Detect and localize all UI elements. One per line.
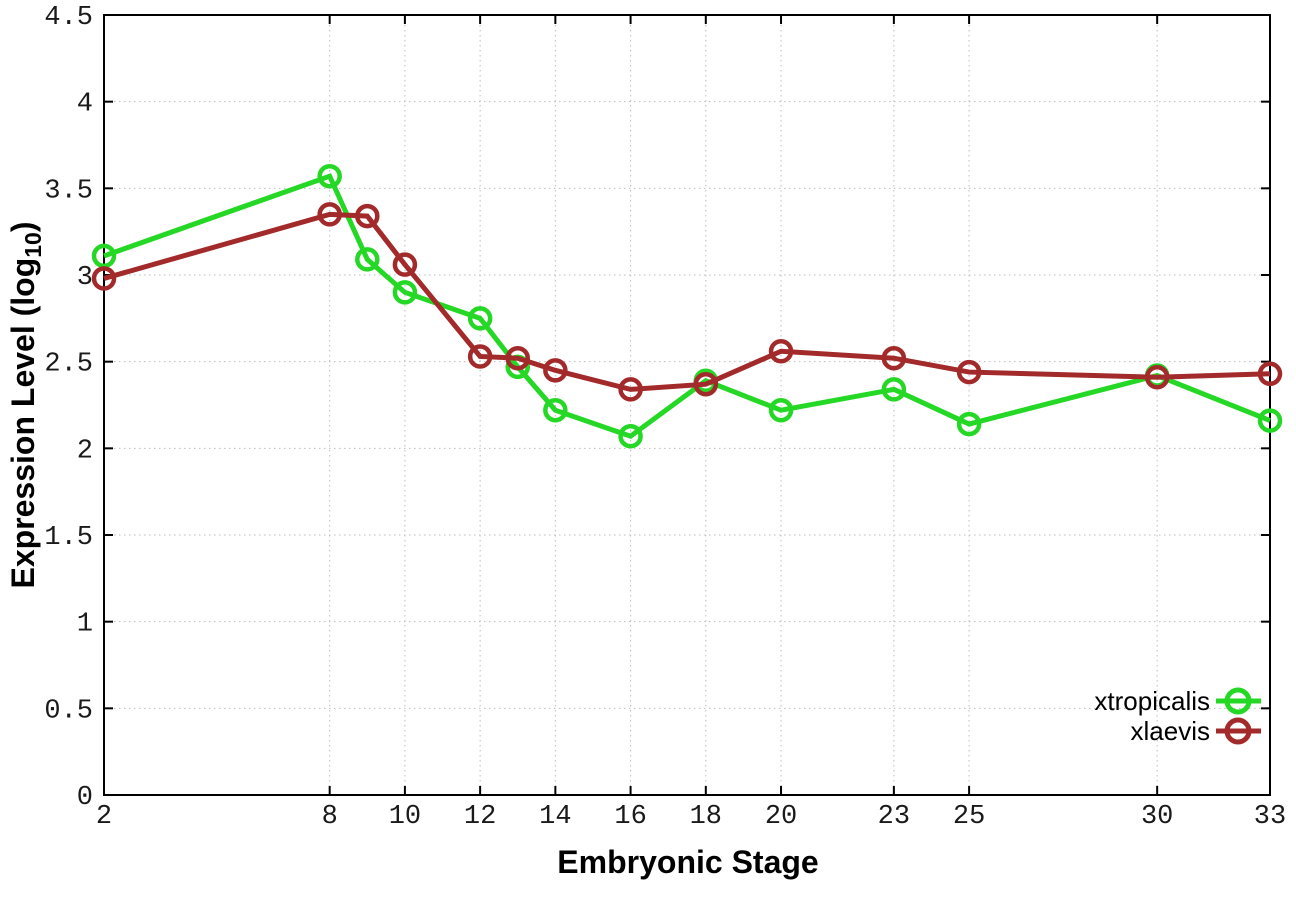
data-point-xlaevis [693, 371, 719, 397]
y-tick-label: 3 [77, 263, 93, 293]
data-point-xtropicalis [91, 243, 117, 269]
y-tick-label: 3.5 [44, 176, 93, 206]
data-point-xlaevis [91, 266, 117, 291]
data-point-xtropicalis [881, 377, 907, 402]
x-axis-title: Embryonic Stage [557, 844, 818, 880]
data-point-xlaevis [355, 203, 380, 229]
data-point-xlaevis [618, 377, 643, 402]
data-point-xlaevis [768, 339, 794, 364]
legend: xtropicalis xlaevis [1094, 686, 1261, 746]
data-point-xlaevis [543, 358, 568, 383]
y-tick-label: 4.5 [44, 3, 93, 33]
y-tick-label: 1.5 [44, 523, 93, 553]
data-point-xlaevis [392, 252, 418, 277]
x-tick-label: 18 [690, 802, 722, 832]
data-point-xtropicalis [956, 411, 982, 437]
legend-label-xtropicalis: xtropicalis [1094, 686, 1210, 716]
data-point-xtropicalis [1257, 408, 1283, 433]
plot-border [103, 14, 1271, 796]
y-axis-title-subscript: 10 [20, 232, 46, 258]
data-point-xlaevis [1144, 365, 1170, 390]
series-line-xtropicalis [103, 173, 1271, 439]
axis-ticks [103, 14, 1271, 796]
x-tick-label: 2 [96, 802, 112, 832]
x-tick-label: 12 [464, 802, 496, 832]
x-tick-label: 25 [953, 802, 985, 832]
tick-labels: 2 8 10 12 14 16 18 20 23 25 30 33 0 0.5 1 1.5 2 2.5 3 3.5 4 4… [44, 3, 1286, 832]
x-tick-label: 8 [322, 802, 338, 832]
y-tick-label: 0.5 [44, 696, 93, 726]
data-point-xlaevis [467, 344, 493, 369]
series-line-xlaevis [103, 211, 1271, 392]
y-axis-title-end: ) [5, 221, 41, 232]
y-axis-title: Expression Level (log10) [5, 221, 46, 588]
x-tick-label: 33 [1254, 802, 1286, 832]
data-point-xtropicalis [467, 306, 493, 331]
legend-sample-marker-xtropicalis [1224, 687, 1252, 715]
legend-label-xlaevis: xlaevis [1131, 716, 1210, 746]
x-tick-label: 30 [1141, 802, 1173, 832]
data-point-xtropicalis [768, 397, 794, 423]
legend-markers [1216, 687, 1261, 745]
x-tick-label: 20 [765, 802, 797, 832]
data-point-xtropicalis [355, 247, 380, 272]
gridlines [103, 14, 1271, 796]
data-series [91, 163, 1283, 449]
data-point-xlaevis [881, 345, 907, 371]
y-tick-label: 2 [77, 436, 93, 466]
x-tick-label: 23 [878, 802, 910, 832]
y-tick-label: 1 [77, 610, 93, 640]
data-point-xlaevis [1257, 361, 1283, 387]
data-point-xtropicalis [317, 163, 342, 189]
x-tick-label: 16 [614, 802, 646, 832]
data-point-xtropicalis [392, 280, 418, 305]
data-point-xtropicalis [543, 397, 568, 423]
x-tick-label: 14 [539, 802, 571, 832]
data-point-xtropicalis [618, 423, 643, 449]
y-tick-label: 0 [77, 783, 93, 813]
data-point-xlaevis [505, 345, 530, 371]
legend-sample-marker-xlaevis [1224, 717, 1252, 745]
y-tick-label: 4 [77, 90, 93, 120]
x-tick-label: 10 [389, 802, 421, 832]
data-point-xlaevis [317, 202, 342, 227]
y-tick-label: 2.5 [44, 350, 93, 380]
data-point-xlaevis [956, 359, 982, 385]
y-axis-title-main: Expression Level (log [5, 258, 41, 589]
